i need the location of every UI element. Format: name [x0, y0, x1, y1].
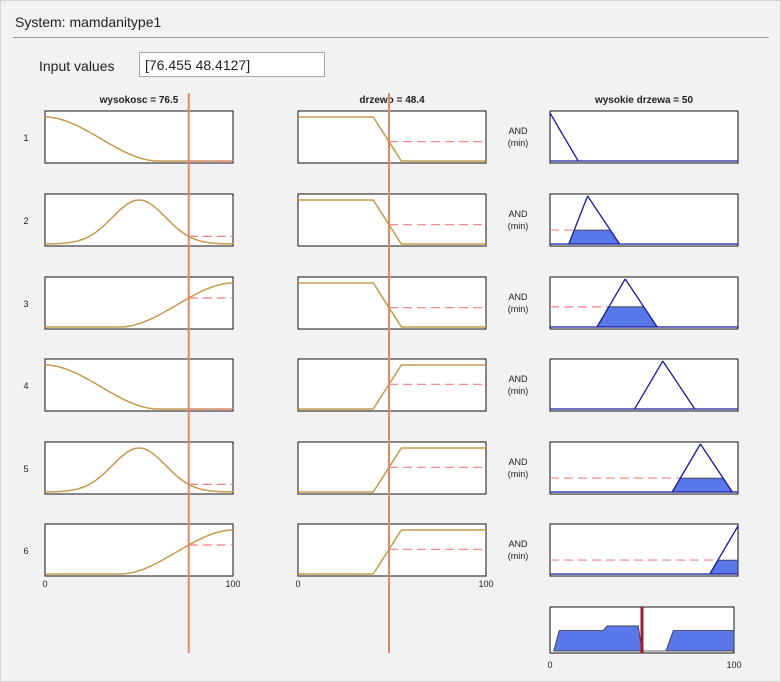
operator-and-label: AND — [508, 457, 528, 467]
output-mf-box — [549, 110, 739, 164]
operator-min-label: (min) — [508, 304, 529, 314]
output-axis-max-label: 100 — [726, 660, 741, 670]
operator-min-label: (min) — [508, 138, 529, 148]
input-values-field[interactable] — [139, 52, 325, 77]
rule-number-5: 5 — [23, 464, 28, 474]
input-mf-curve — [45, 529, 233, 575]
operator-min-label: (min) — [508, 221, 529, 231]
output-mf-outline — [596, 278, 626, 328]
output-mf-outline — [549, 112, 579, 162]
rule-number-2: 2 — [23, 216, 28, 226]
column-title-1: wysokosc = 76.5 — [99, 95, 179, 106]
input-mf-curve — [298, 282, 486, 328]
input-mf-curve — [298, 199, 486, 245]
rule-number-4: 4 — [23, 381, 28, 391]
input-mf-box — [44, 523, 234, 577]
axis-min-label: 0 — [295, 579, 300, 589]
axis-max-label: 100 — [478, 579, 493, 589]
input-mf-box — [297, 441, 487, 495]
input-mf-box — [44, 110, 234, 164]
output-mf-outline — [671, 443, 701, 493]
system-title: System: mamdanitype1 — [15, 14, 162, 30]
output-mf-outline — [587, 195, 621, 245]
input-mf-box — [297, 276, 487, 330]
input-mf-curve — [45, 199, 233, 245]
axis-min-label: 0 — [42, 579, 47, 589]
operator-and-label: AND — [508, 292, 528, 302]
column-title-3: wysokie drzewa = 50 — [594, 95, 694, 106]
operator-and-label: AND — [508, 209, 528, 219]
output-fired-area — [671, 477, 734, 493]
axis-max-label: 100 — [225, 579, 240, 589]
operator-and-label: AND — [508, 374, 528, 384]
operator-min-label: (min) — [508, 386, 529, 396]
input-mf-box — [44, 441, 234, 495]
output-mf-box — [549, 358, 739, 412]
rule-number-6: 6 — [23, 546, 28, 556]
input-mf-box — [297, 523, 487, 577]
output-mf-outline — [568, 195, 589, 245]
output-mf-outline — [624, 278, 658, 328]
output-mf-outline — [662, 360, 696, 410]
input-mf-box — [44, 358, 234, 412]
input-mf-curve — [298, 447, 486, 493]
input-mf-curve — [45, 282, 233, 328]
input-mf-box — [297, 358, 487, 412]
input-mf-curve — [298, 529, 486, 575]
column-title-2: drzewo = 48.4 — [359, 95, 425, 106]
operator-and-label: AND — [508, 539, 528, 549]
rule-number-1: 1 — [23, 133, 28, 143]
output-axis-min-label: 0 — [547, 660, 552, 670]
output-mf-box — [549, 523, 739, 577]
input-mf-curve — [298, 116, 486, 162]
input-mf-curve — [45, 364, 233, 410]
output-mf-outline — [709, 525, 739, 575]
title-divider — [13, 37, 769, 38]
rule-number-3: 3 — [23, 299, 28, 309]
input-mf-box — [44, 276, 234, 330]
output-mf-outline — [634, 360, 664, 410]
input-mf-box — [44, 193, 234, 247]
input-mf-curve — [45, 116, 233, 162]
operator-and-label: AND — [508, 126, 528, 136]
input-mf-box — [297, 110, 487, 164]
input-mf-curve — [45, 447, 233, 493]
input-mf-curve — [298, 364, 486, 410]
input-values-label: Input values — [39, 58, 115, 74]
operator-min-label: (min) — [508, 551, 529, 561]
output-mf-outline — [699, 443, 733, 493]
input-mf-box — [297, 193, 487, 247]
operator-min-label: (min) — [508, 469, 529, 479]
